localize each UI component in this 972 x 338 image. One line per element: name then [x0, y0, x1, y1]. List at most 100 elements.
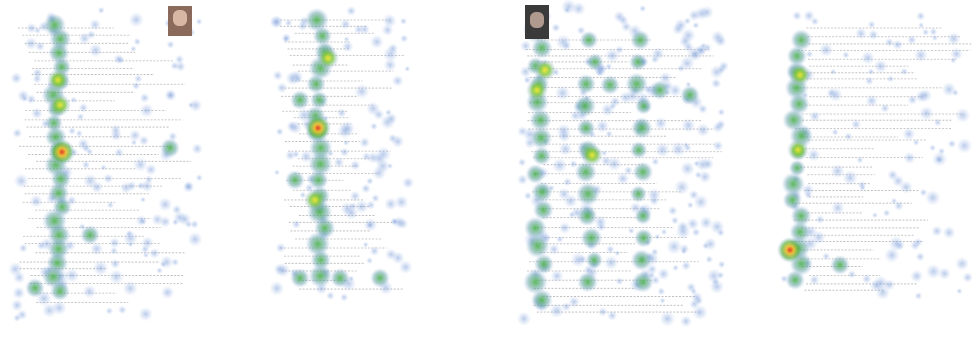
fixation-low	[791, 10, 803, 21]
fixation-low	[709, 279, 725, 295]
fixation-low	[558, 142, 573, 156]
fixation-low	[366, 257, 374, 265]
fixation-cluster	[579, 30, 599, 50]
fixation-low	[906, 34, 917, 45]
fixation-low	[160, 285, 175, 300]
fixation-low	[30, 107, 44, 120]
fixation-low	[359, 24, 371, 35]
fixation-low	[717, 108, 726, 117]
fixation-low	[365, 101, 381, 116]
fixation-low	[654, 142, 671, 158]
fixation-low	[285, 150, 296, 161]
fixation-low	[128, 129, 142, 142]
fixation-low	[815, 214, 825, 225]
fixation-low	[681, 118, 696, 133]
fixation-low	[856, 156, 864, 164]
fixation-low	[935, 155, 943, 164]
fixation-low	[190, 219, 199, 229]
fixation-low	[164, 88, 177, 102]
fixation-low	[650, 248, 659, 256]
fixation-low	[826, 87, 837, 98]
fixation-low	[698, 170, 712, 184]
fixation-cluster	[577, 271, 599, 293]
fixation-low	[16, 89, 30, 103]
fixation-low	[857, 180, 867, 190]
fixation-low	[135, 214, 148, 227]
fixation-low	[809, 110, 821, 122]
fixation-low	[551, 157, 568, 174]
fixation-cluster	[586, 53, 604, 71]
fixation-low	[883, 278, 896, 291]
fixation-low	[950, 47, 963, 61]
fixation-low	[138, 135, 150, 146]
fixation-low	[149, 247, 160, 259]
fixation-cluster	[306, 74, 326, 94]
fixation-cluster	[308, 151, 333, 177]
fixation-low	[933, 118, 942, 127]
heat-layer	[7, 0, 972, 328]
fixation-low	[614, 250, 621, 257]
fixation-low	[605, 63, 613, 71]
fixation-low	[517, 174, 529, 186]
fixation-low	[392, 218, 399, 225]
fixation-low	[384, 197, 398, 211]
fixation-cluster	[529, 126, 553, 150]
fixation-cluster	[600, 75, 620, 95]
fixation-low	[805, 50, 814, 58]
fixation-low	[195, 18, 203, 26]
fixation-low	[690, 287, 698, 295]
fixation-low	[556, 235, 564, 244]
fixation-low	[873, 59, 888, 74]
fixation-low	[931, 34, 939, 42]
fixation-low	[667, 205, 678, 216]
fixation-low	[654, 116, 668, 131]
fixation-low	[391, 134, 405, 148]
fixation-low	[109, 246, 118, 255]
fixation-low	[842, 169, 859, 186]
fixation-cluster	[531, 181, 553, 203]
fixation-low	[139, 103, 155, 118]
fixation-low	[562, 177, 573, 187]
fixation-low	[76, 112, 85, 121]
fixation-low	[125, 229, 134, 238]
fixation-low	[394, 194, 409, 210]
fixation-cluster	[309, 90, 329, 110]
fixation-low	[651, 157, 660, 166]
fixation-low	[41, 302, 57, 318]
fixation-low	[568, 295, 580, 308]
fixation-low	[913, 48, 928, 63]
fixation-high	[581, 144, 603, 166]
fixation-low	[340, 18, 351, 30]
fixation-low	[339, 147, 350, 158]
fixation-cluster	[580, 226, 603, 250]
fixation-low	[385, 112, 398, 125]
fixation-low	[92, 260, 109, 276]
fixation-low	[195, 174, 203, 182]
fixation-high	[47, 69, 69, 91]
fixation-low	[86, 30, 96, 40]
fixation-low	[128, 12, 144, 28]
fixation-low	[97, 6, 105, 14]
fixation-low	[24, 36, 38, 51]
fixation-low	[141, 236, 154, 249]
fixation-low	[806, 148, 821, 162]
fixation-low	[133, 74, 143, 84]
fixation-low	[868, 29, 879, 41]
fixation-low	[550, 269, 564, 283]
fixation-cluster	[573, 94, 597, 118]
fixation-low	[383, 58, 397, 72]
fixation-low	[191, 143, 203, 155]
fixation-low	[10, 72, 23, 85]
fixation-high	[304, 189, 326, 211]
fixation-low	[354, 199, 369, 214]
fixation-low	[140, 179, 154, 193]
fixation-low	[404, 65, 411, 72]
fixation-low	[914, 291, 923, 300]
fixation-low	[801, 183, 815, 197]
fixation-low	[81, 144, 91, 153]
fixation-low	[668, 83, 683, 98]
fixation-low	[375, 146, 392, 163]
fixation-cluster	[49, 280, 70, 302]
fixation-low	[159, 261, 167, 268]
fixation-low	[699, 5, 714, 20]
